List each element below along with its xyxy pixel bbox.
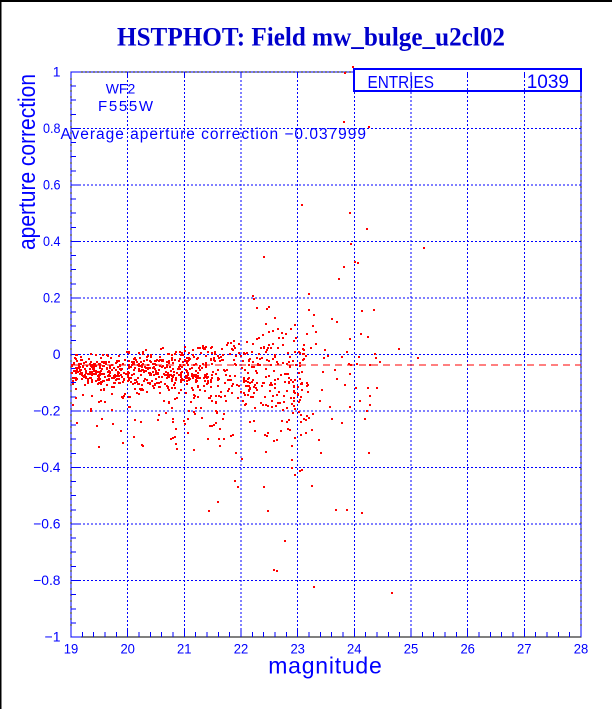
svg-text:0.6: 0.6 xyxy=(43,177,61,193)
svg-text:26: 26 xyxy=(460,641,475,657)
svg-text:F555W: F555W xyxy=(98,98,154,115)
svg-text:22: 22 xyxy=(234,641,249,657)
svg-text:magnitude: magnitude xyxy=(268,653,382,679)
svg-text:−0.8: −0.8 xyxy=(33,572,61,588)
svg-text:Average aperture correction −0: Average aperture correction −0.037999 xyxy=(61,126,367,143)
svg-text:aperture correction: aperture correction xyxy=(14,74,41,250)
svg-text:21: 21 xyxy=(177,641,192,657)
svg-text:0.8: 0.8 xyxy=(43,120,61,136)
svg-text:HSTPHOT: Field mw_bulge_u2cl02: HSTPHOT: Field mw_bulge_u2cl02 xyxy=(117,23,505,52)
svg-text:−0.2: −0.2 xyxy=(33,403,61,419)
svg-text:0: 0 xyxy=(53,346,61,362)
svg-text:23: 23 xyxy=(290,641,305,657)
svg-text:24: 24 xyxy=(347,641,362,657)
svg-text:−0.4: −0.4 xyxy=(33,459,61,475)
svg-text:1039: 1039 xyxy=(527,72,569,93)
svg-text:27: 27 xyxy=(517,641,532,657)
svg-text:20: 20 xyxy=(120,641,135,657)
svg-text:−1: −1 xyxy=(45,629,61,645)
svg-text:28: 28 xyxy=(574,641,589,657)
svg-text:0.2: 0.2 xyxy=(43,290,61,306)
svg-text:19: 19 xyxy=(64,641,79,657)
svg-text:ENTRIES: ENTRIES xyxy=(368,72,435,92)
svg-text:−0.6: −0.6 xyxy=(33,516,61,532)
svg-text:0.4: 0.4 xyxy=(43,233,61,249)
svg-text:25: 25 xyxy=(404,641,419,657)
svg-text:1: 1 xyxy=(53,64,61,80)
svg-text:WF2: WF2 xyxy=(106,81,136,97)
